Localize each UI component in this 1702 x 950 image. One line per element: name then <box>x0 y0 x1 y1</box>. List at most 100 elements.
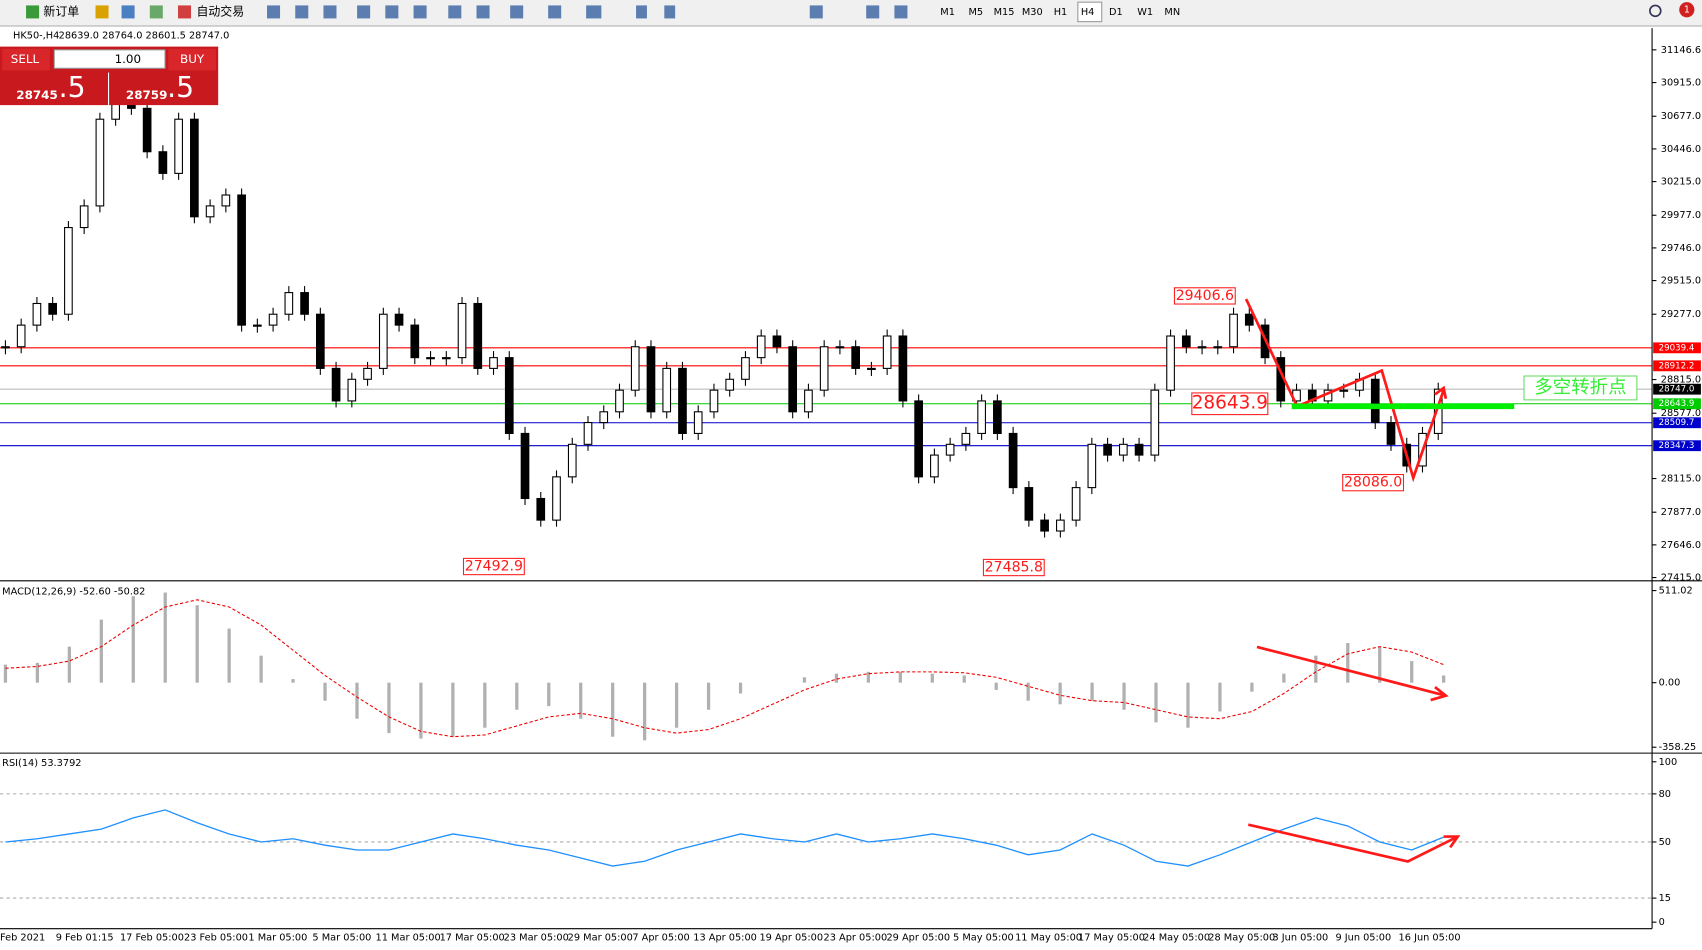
candle <box>237 194 246 326</box>
candle <box>804 389 813 413</box>
price-annotation-box <box>1342 473 1405 492</box>
price-tick-label: 31146.6 <box>1661 45 1701 56</box>
macd-bar <box>99 619 103 683</box>
toolbar-icon[interactable] <box>357 5 371 19</box>
buy-label[interactable]: BUY <box>180 52 205 66</box>
candle <box>489 357 498 369</box>
arrow-head <box>1434 385 1448 400</box>
toolbar-icon[interactable] <box>894 5 908 19</box>
level-label-bg <box>1653 398 1701 410</box>
candle <box>977 400 986 434</box>
candle <box>142 107 152 153</box>
sell-label[interactable]: SELL <box>11 52 40 66</box>
candle <box>945 443 955 456</box>
toolbar-icon[interactable] <box>267 5 281 19</box>
price-annotation: 27485.8 <box>985 560 1043 576</box>
time-label: 16 Jun 05:00 <box>1399 932 1461 943</box>
macd-bar <box>1122 682 1126 710</box>
candle <box>678 367 687 434</box>
time-label: 11 Mar 05:00 <box>376 932 441 943</box>
toolbar-icons <box>267 5 908 19</box>
macd-bar <box>1410 661 1414 683</box>
candle <box>1213 346 1223 349</box>
candle <box>457 302 467 359</box>
candle <box>788 346 798 413</box>
timeframe-button[interactable]: D1 <box>1109 7 1123 18</box>
toolbar-icon[interactable] <box>476 5 490 19</box>
candle <box>583 422 593 445</box>
rsi-line <box>5 809 1444 867</box>
toolbar-icon[interactable] <box>866 5 880 19</box>
timeframe-button[interactable]: M30 <box>1022 7 1043 18</box>
new-order-icon[interactable] <box>26 5 40 19</box>
arrow-head <box>1443 835 1461 849</box>
price-annotation: 28086.0 <box>1344 475 1402 491</box>
price-tick-label: 28815.0 <box>1661 375 1701 386</box>
candle <box>190 118 199 218</box>
candle <box>930 454 939 478</box>
bid-price[interactable]: 28745 <box>16 88 57 102</box>
level-label-bg <box>1653 342 1701 354</box>
time-label: Feb 2021 <box>0 932 45 943</box>
timeframe-button[interactable]: H1 <box>1054 7 1068 18</box>
candle <box>599 411 609 424</box>
price-tick-label: 29277.0 <box>1661 309 1701 320</box>
candle <box>64 227 73 315</box>
wave-arrow <box>1244 298 1445 483</box>
ask-price-fraction[interactable]: .5 <box>167 71 194 104</box>
toolbar-icon[interactable] <box>95 5 109 19</box>
candle <box>536 497 546 521</box>
sell-button[interactable] <box>2 48 50 71</box>
macd-tick-label: 511.02 <box>1659 586 1693 597</box>
toolbar-icon[interactable] <box>323 5 337 19</box>
timeframe-button[interactable]: M1 <box>940 7 955 18</box>
timeframe-button[interactable]: W1 <box>1137 7 1153 18</box>
macd-tick-label: -358.25 <box>1659 742 1697 753</box>
ask-price[interactable]: 28759 <box>126 88 167 102</box>
toolbar-icon[interactable] <box>548 5 562 19</box>
candle <box>347 378 357 402</box>
toolbar-icon[interactable] <box>385 5 399 19</box>
toolbar-icon[interactable] <box>121 5 135 19</box>
toolbar-icon[interactable] <box>295 5 309 19</box>
candle <box>426 357 435 360</box>
toolbar-icon[interactable] <box>636 5 647 19</box>
time-label: 17 May 05:00 <box>1078 932 1145 943</box>
macd-bar <box>1314 655 1318 683</box>
toolbar-icon[interactable] <box>664 5 676 19</box>
candle <box>630 346 640 391</box>
timeframe-button[interactable]: M15 <box>994 7 1015 18</box>
search-icon[interactable] <box>1649 4 1662 18</box>
time-label: 23 Apr 05:00 <box>824 932 888 943</box>
timeframe-button[interactable]: M5 <box>969 7 984 18</box>
lots-input[interactable] <box>53 49 166 69</box>
candle <box>819 346 829 391</box>
toolbar-icon[interactable] <box>413 5 427 19</box>
bid-price-fraction[interactable]: .5 <box>59 71 86 104</box>
macd-bar <box>131 596 135 683</box>
price-annotation: 28643.9 <box>1192 393 1268 414</box>
candle <box>315 313 325 369</box>
buy-button[interactable] <box>168 48 217 71</box>
macd-signal <box>5 599 1444 738</box>
toolbar-icon[interactable] <box>448 5 462 19</box>
candle <box>1056 519 1065 532</box>
notification-badge[interactable] <box>1679 2 1695 18</box>
new-order-button[interactable]: 新订单 <box>43 4 79 18</box>
price-tick-label: 27415.0 <box>1661 573 1701 584</box>
timeframe-button[interactable]: H4 <box>1081 7 1095 18</box>
timeframe-button[interactable]: MN <box>1164 7 1180 18</box>
auto-trade-icon[interactable] <box>178 5 192 19</box>
candle <box>504 357 514 434</box>
macd-bar <box>547 682 551 707</box>
toolbar-icon[interactable] <box>809 5 823 19</box>
toolbar-icon[interactable] <box>149 5 163 19</box>
macd-bar <box>227 628 231 683</box>
auto-trade-button[interactable]: 自动交易 <box>196 4 244 18</box>
toolbar-icon[interactable] <box>586 5 602 19</box>
candle <box>867 367 876 371</box>
candle <box>1181 335 1191 348</box>
price-tick-label: 29515.0 <box>1661 276 1701 287</box>
toolbar-icon[interactable] <box>510 5 524 19</box>
lots-value[interactable]: 1.00 <box>115 52 142 66</box>
